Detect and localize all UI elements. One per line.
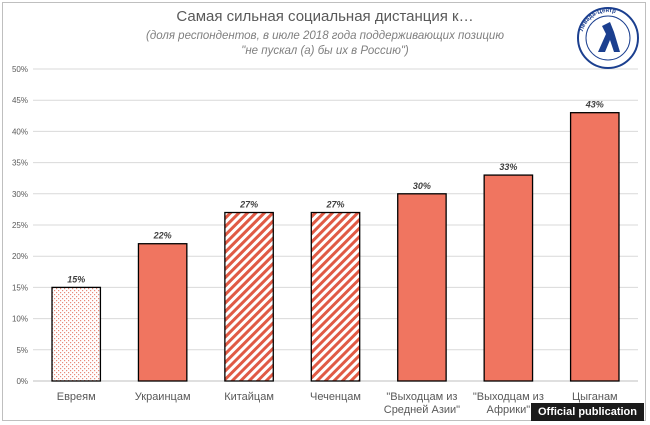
- x-tick-label: Евреям: [57, 391, 96, 403]
- bars: [51, 112, 620, 382]
- x-tick-label: Средней Азии": [384, 404, 460, 416]
- x-tick-label: Украинцам: [135, 391, 191, 403]
- levada-center-logo: Левада-Центр: [577, 7, 639, 69]
- bar: [483, 174, 534, 382]
- value-label: 43%: [585, 100, 604, 110]
- x-tick-label: Китайцам: [224, 391, 274, 403]
- y-tick-label: 50%: [12, 65, 28, 74]
- x-tick-label: "Выходцам из: [386, 391, 457, 403]
- figure-icon: [598, 22, 620, 52]
- bar: [569, 112, 620, 382]
- bar: [310, 211, 361, 382]
- x-tick-label: Африки": [487, 404, 531, 416]
- chart-subtitle-line1: (доля респондентов, в июле 2018 года под…: [146, 30, 504, 42]
- chart-subtitle-line2: "не пускал (а) бы их в Россию"): [241, 45, 409, 57]
- y-tick-label: 30%: [12, 190, 28, 199]
- chart-title: Самая сильная социальная дистанция к…: [176, 8, 474, 25]
- y-tick-label: 20%: [12, 252, 28, 261]
- bar: [397, 193, 447, 382]
- value-label: 22%: [153, 231, 172, 241]
- bar: [51, 286, 102, 382]
- value-label: 15%: [67, 274, 85, 284]
- value-label: 33%: [499, 162, 517, 172]
- value-labels: 15% 22% 27% 27% 30% 33% 43%: [67, 100, 604, 285]
- y-tick-label: 0%: [16, 377, 28, 386]
- y-tick-label: 5%: [16, 346, 28, 355]
- value-label: 27%: [239, 200, 258, 210]
- y-tick-label: 40%: [12, 127, 28, 136]
- y-tick-label: 35%: [12, 159, 28, 168]
- x-axis-labels: Евреям Украинцам Китайцам Чеченцам "Выходцам…: [57, 391, 618, 416]
- bar: [224, 211, 274, 382]
- bar: [137, 243, 188, 382]
- value-label: 30%: [413, 181, 431, 191]
- official-publication-badge: Official publication: [530, 403, 644, 421]
- y-tick-label: 10%: [12, 315, 28, 324]
- x-tick-label: Цыганам: [572, 391, 618, 403]
- value-label: 27%: [325, 200, 344, 210]
- x-tick-label: "Выходцам из: [473, 391, 544, 403]
- y-tick-label: 45%: [12, 96, 28, 105]
- x-tick-label: Чеченцам: [310, 391, 361, 403]
- y-tick-label: 25%: [12, 221, 28, 230]
- y-axis-ticks: 0% 5% 10% 15% 20% 25% 30% 35% 40% 45% 50%: [12, 65, 28, 386]
- y-tick-label: 15%: [12, 283, 28, 292]
